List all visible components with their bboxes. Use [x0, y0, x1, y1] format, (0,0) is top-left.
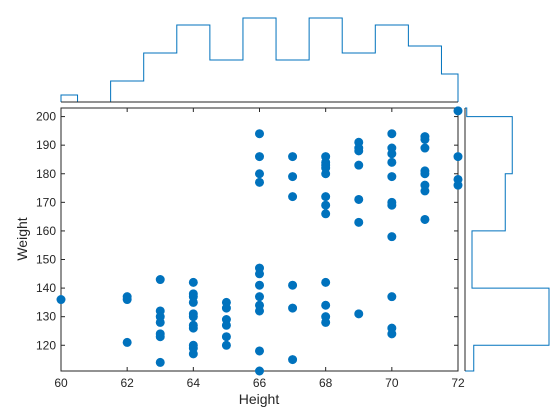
data-point: [122, 337, 132, 347]
data-point: [288, 280, 298, 290]
data-point: [255, 129, 265, 139]
data-point: [321, 317, 331, 327]
data-point: [387, 232, 397, 242]
data-point: [221, 320, 231, 330]
data-point: [221, 340, 231, 350]
x-tick-label: 62: [120, 376, 134, 390]
data-point: [188, 277, 198, 287]
data-point: [188, 297, 198, 307]
y-histogram-outline: [465, 107, 550, 372]
data-point: [387, 157, 397, 167]
data-point: [321, 169, 331, 179]
data-point: [453, 180, 463, 190]
data-point: [188, 312, 198, 322]
data-point: [221, 303, 231, 313]
data-point: [188, 323, 198, 333]
data-point: [354, 194, 364, 204]
data-point: [453, 106, 463, 116]
x-axis-label: Height: [239, 391, 280, 407]
data-point: [387, 129, 397, 139]
y-tick-label: 200: [36, 110, 56, 124]
data-point: [255, 169, 265, 179]
data-point: [155, 332, 165, 342]
data-point: [255, 366, 265, 376]
x-tick-label: 72: [451, 376, 465, 390]
data-point: [387, 149, 397, 159]
data-point: [387, 172, 397, 182]
data-point: [255, 346, 265, 356]
data-point: [354, 160, 364, 170]
data-point: [56, 295, 66, 305]
data-point: [321, 200, 331, 210]
data-point: [288, 192, 298, 202]
data-point: [420, 214, 430, 224]
y-tick-label: 120: [36, 338, 56, 352]
data-point: [155, 357, 165, 367]
y-tick-label: 170: [36, 195, 56, 209]
y-tick-label: 140: [36, 281, 56, 295]
data-point: [255, 292, 265, 302]
x-tick-label: 70: [385, 376, 399, 390]
data-point: [288, 355, 298, 365]
data-point: [387, 200, 397, 210]
y-tick-label: 160: [36, 224, 56, 238]
data-point: [321, 209, 331, 219]
data-point: [155, 317, 165, 327]
data-point: [420, 169, 430, 179]
x-tick-label: 60: [54, 376, 68, 390]
y-axis-label: Weight: [14, 217, 30, 260]
data-point: [420, 134, 430, 144]
data-point: [255, 269, 265, 279]
x-histogram-outline: [60, 17, 459, 103]
data-point: [122, 295, 132, 305]
scatter-axes: 60 62 64 66 68 70 72 120 130 140 150 160 170 180 190 20…: [36, 106, 465, 390]
data-point: [354, 146, 364, 156]
data-point: [255, 177, 265, 187]
y-tick-label: 190: [36, 138, 56, 152]
data-point: [288, 152, 298, 162]
data-point: [221, 332, 231, 342]
data-point: [420, 143, 430, 153]
y-marginal-histogram: [464, 107, 550, 372]
data-point: [255, 306, 265, 316]
x-tick-label: 64: [187, 376, 201, 390]
data-point: [354, 309, 364, 319]
data-point: [255, 152, 265, 162]
data-point: [420, 186, 430, 196]
data-point: [255, 280, 265, 290]
y-tick-label: 180: [36, 167, 56, 181]
data-point: [321, 277, 331, 287]
x-tick-label: 68: [319, 376, 333, 390]
data-point: [155, 275, 165, 285]
data-point: [321, 192, 331, 202]
data-point: [288, 303, 298, 313]
data-point: [354, 217, 364, 227]
plot-area-box: [60, 107, 459, 372]
y-tick-label: 150: [36, 253, 56, 267]
data-point: [453, 152, 463, 162]
data-point: [387, 292, 397, 302]
data-point: [288, 172, 298, 182]
data-point: [188, 349, 198, 359]
y-tick-label: 130: [36, 310, 56, 324]
data-point: [387, 329, 397, 339]
x-marginal-histogram: [60, 17, 459, 103]
x-tick-label: 66: [253, 376, 267, 390]
data-point: [321, 300, 331, 310]
